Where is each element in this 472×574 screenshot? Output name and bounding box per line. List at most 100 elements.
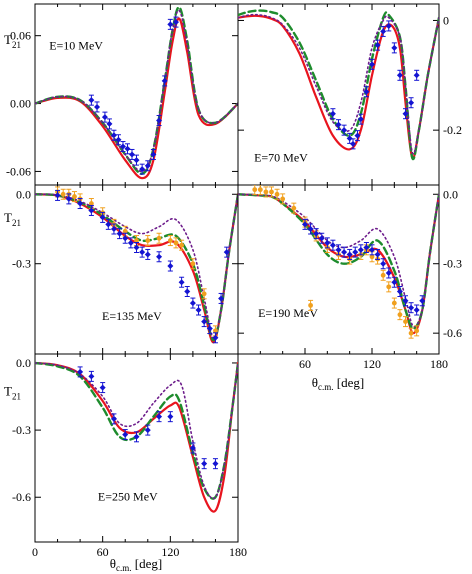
curve-dotted [238,13,439,155]
data-point-blue [212,460,219,467]
data-point-orange [134,238,139,243]
data-point-blue [385,269,392,276]
x-axis-title: θc.m. [deg] [312,375,364,392]
data-point-orange [60,191,66,197]
data-point-blue [128,151,135,158]
data-point-blue [201,460,208,467]
data-point-blue [413,72,420,79]
data-point-orange [408,330,414,336]
data-point-blue [110,225,117,232]
data-point-blue [329,110,336,117]
data-point-blue [380,28,387,35]
data-point-blue [369,61,375,68]
data-point-blue [313,230,320,237]
data-point-blue [385,22,392,29]
data-point-orange [414,328,420,334]
data-point-orange [213,328,218,334]
data-point-blue [150,151,157,158]
data-point-blue [396,72,403,79]
data-point-orange [308,302,313,308]
y-tick-label: 0.0 [16,187,31,201]
curve-dashed [35,6,238,175]
curve-dotted [35,9,238,173]
x-tick-label: 180 [229,545,247,559]
data-point-orange [252,187,258,193]
data-point-blue [408,99,415,106]
data-point-orange [167,238,173,243]
data-point-blue [335,246,342,253]
data-point-orange [403,319,408,324]
data-point-blue [195,307,202,314]
data-point-blue [133,433,140,440]
data-point-blue [302,221,308,228]
curve-dotted [35,362,238,500]
data-point-blue [408,304,415,311]
panel-top-left: 0.06 0.00 -0.06 T21 E=10 MeV [4,3,239,186]
y-tick-label: -0.2 [443,123,462,137]
data-point-blue [127,239,134,246]
data-point-blue [110,415,117,422]
data-point-blue [106,120,113,127]
data-point-blue [189,300,196,307]
data-point-blue [357,116,364,123]
data-point-blue [363,88,370,95]
curve-solid [35,361,238,513]
curve-dashed [35,361,238,500]
curve-dashed [238,9,439,161]
data-point-orange [122,228,128,234]
y-axis-title: T21 [4,383,21,401]
panel-middle-left: 0.0 -0.3 T21 E=135 MeV [4,184,239,355]
data-point-orange [369,254,375,260]
data-point-blue [189,445,196,451]
data-point-blue [144,251,151,258]
data-point-orange [173,240,179,246]
data-point-orange [391,300,397,306]
data-point-blue [374,251,381,258]
data-point-blue [206,325,213,332]
data-point-orange [88,201,94,206]
x-tick-label: 60 [299,357,311,371]
data-point-blue [156,253,163,260]
data-point-blue [144,427,151,434]
energy-annotation: E=135 MeV [102,309,162,323]
data-point-blue [352,249,359,256]
data-point-orange [386,284,392,290]
y-tick-label: 0.06 [10,29,31,43]
y-tick-label: -0.3 [12,257,31,271]
data-point-blue [77,200,84,207]
data-point-orange [263,189,269,195]
data-point-blue [218,295,225,302]
data-point-orange [72,194,77,199]
data-point-blue [329,242,336,249]
x-tick-label: 180 [430,357,448,371]
data-point-orange [257,187,263,193]
data-point-blue [374,42,381,49]
data-point-blue [391,279,398,286]
energy-annotation: E=10 MeV [49,38,103,52]
data-point-blue [139,249,146,256]
data-point-orange [280,196,286,202]
data-point-orange [201,291,207,297]
data-point-blue [363,244,370,251]
data-point-blue [133,157,140,164]
data-point-orange [145,238,151,243]
data-point-blue [184,288,191,295]
y-tick-label: 0.0 [443,187,458,201]
data-point-blue [156,413,163,420]
y-tick-label: 0.0 [16,356,31,370]
data-point-blue [88,207,95,214]
data-point-blue [167,413,174,420]
y-tick-label: -0.6 [12,490,31,504]
y-axis-title: T21 [4,210,21,228]
data-point-orange [190,261,196,267]
data-point-blue [318,235,325,242]
data-point-blue [307,225,314,232]
data-point-blue [88,373,95,380]
panel-middle-right: 0.0 -0.3 -0.6 60 120 180 E=190 MeV [237,184,462,371]
panel-top-right: 0 -0.2 E=70 MeV [237,3,462,186]
data-point-blue [335,121,342,128]
data-point-blue [110,132,117,139]
data-point-blue [341,249,348,256]
data-point-blue [346,251,353,258]
data-point-blue [357,246,364,253]
